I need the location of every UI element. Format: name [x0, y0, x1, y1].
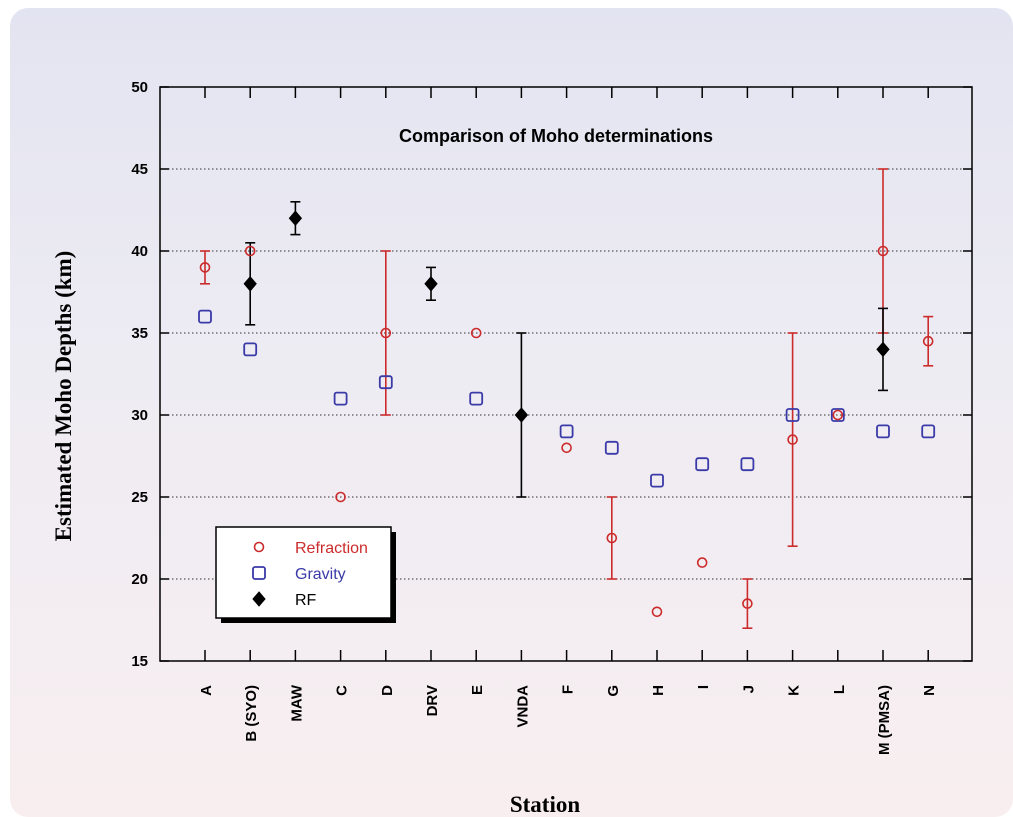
gravity-point	[921, 424, 936, 439]
rf-point	[288, 210, 303, 226]
x-tick-label: VNDA	[514, 685, 531, 728]
gravity-point	[333, 391, 348, 406]
chart-title: Comparison of Moho determinations	[399, 126, 713, 146]
refraction-point	[561, 442, 572, 454]
gravity-point	[198, 309, 212, 324]
legend-marker-refraction	[253, 541, 265, 553]
x-tick-label: G	[605, 685, 622, 697]
errorbar	[923, 315, 934, 367]
gravity-point	[243, 342, 258, 357]
gravity-point	[740, 457, 755, 472]
refraction-point	[922, 335, 934, 347]
x-tick-label: E	[469, 685, 486, 695]
x-axis-title: Station	[510, 792, 581, 817]
gravity-point	[830, 408, 845, 422]
marker-layer	[198, 210, 936, 618]
x-tick-label: I	[695, 685, 712, 689]
grid-layer	[160, 168, 972, 580]
x-tick-label: K	[786, 685, 803, 696]
rf-point	[876, 341, 890, 358]
gravity-point	[378, 375, 393, 390]
tick-layer: 15 20 25 30 35 40 45 50 A B (SYO) MAW C D DRV E VNDA F G H…	[131, 79, 972, 755]
legend-label-gravity: Gravity	[295, 566, 346, 583]
x-tick-label: H	[650, 685, 667, 696]
gravity-point	[604, 440, 619, 455]
refraction-point	[742, 598, 753, 609]
x-tick-label: N	[921, 685, 938, 696]
gravity-point	[785, 408, 800, 422]
gravity-point	[559, 424, 574, 439]
y-tick-label: 25	[131, 489, 148, 506]
x-tick-label: M (PMSA)	[876, 685, 893, 755]
refraction-point	[832, 409, 844, 421]
refraction-point	[244, 245, 256, 257]
legend: Refraction Gravity RF	[215, 526, 396, 623]
chart-panel	[10, 8, 1013, 817]
refraction-point	[380, 327, 392, 339]
y-tick-label: 20	[131, 571, 148, 588]
x-tick-label: A	[198, 685, 215, 696]
gravity-point	[695, 457, 710, 472]
rf-point	[514, 407, 529, 423]
y-tick-label: 35	[131, 325, 148, 342]
refraction-point	[877, 245, 889, 257]
refraction-point	[787, 434, 798, 445]
legend-box	[215, 526, 392, 619]
x-tick-label: F	[560, 685, 577, 694]
refraction-point	[606, 532, 618, 544]
rf-point	[424, 276, 438, 292]
rf-point	[243, 276, 257, 292]
errorbar	[787, 332, 798, 548]
x-tick-label: B (SYO)	[243, 685, 260, 742]
errorbar	[200, 250, 210, 285]
gravity-point	[650, 473, 664, 488]
errorbar	[606, 496, 617, 580]
legend-label-refraction: Refraction	[295, 540, 368, 557]
gravity-point	[469, 391, 484, 406]
x-tick-label: L	[831, 685, 848, 694]
y-tick-label: 40	[131, 243, 148, 260]
refraction-point	[651, 606, 663, 618]
refraction-point	[335, 491, 346, 503]
x-tick-label: C	[334, 685, 351, 696]
x-tick-label: J	[740, 685, 757, 693]
gravity-point	[876, 424, 890, 439]
y-tick-label: 45	[131, 161, 148, 178]
legend-marker-rf	[252, 591, 266, 607]
y-tick-label: 50	[131, 79, 148, 96]
legend-marker-gravity	[252, 566, 266, 580]
refraction-point	[696, 557, 708, 568]
y-tick-label: 30	[131, 407, 148, 424]
refraction-point	[199, 262, 211, 273]
x-tick-label: DRV	[424, 685, 441, 716]
errorbar	[742, 578, 753, 630]
y-tick-label: 15	[131, 653, 148, 670]
legend-label-rf: RF	[295, 592, 317, 609]
x-tick-label: MAW	[288, 684, 305, 722]
y-axis-title: Estimated Moho Depths (km)	[51, 251, 76, 542]
x-tick-label: D	[379, 685, 396, 696]
refraction-point	[470, 327, 482, 339]
